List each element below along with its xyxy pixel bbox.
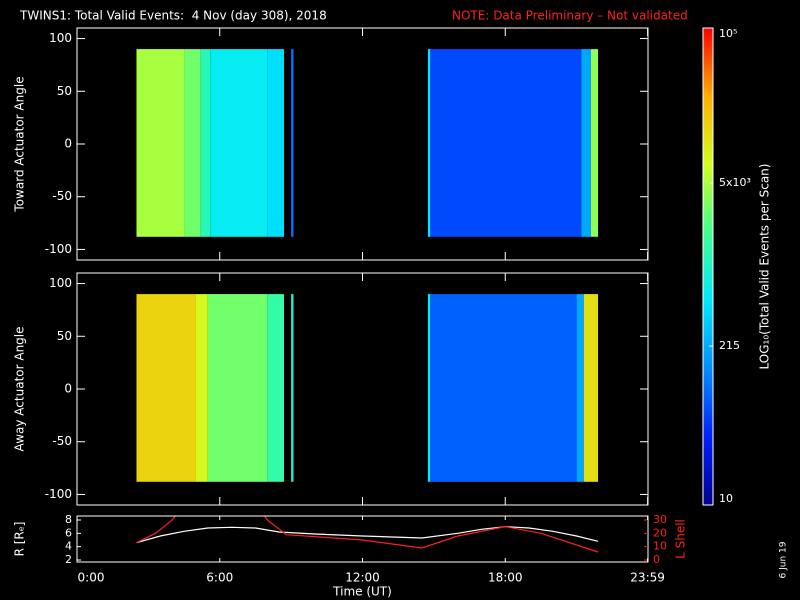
heatmap-cell	[291, 294, 294, 482]
y2-tick-label: 10	[653, 540, 667, 553]
colorbar-tick-label: 215	[719, 339, 740, 352]
date-stamp: 6 Jun 19	[779, 541, 789, 578]
colorbar	[702, 27, 714, 506]
colorbar-tick-label: 10	[719, 492, 733, 505]
y2-axis-label: L Shell	[674, 519, 688, 559]
heatmap-cell	[583, 294, 599, 482]
y2-tick-label: 0	[653, 553, 660, 566]
line	[136, 516, 599, 553]
y-tick-label: 2	[65, 553, 72, 566]
heatmap-cell	[207, 294, 268, 482]
x-axis-label: Time (UT)	[332, 585, 392, 599]
heatmap-cell	[195, 294, 208, 482]
y-tick-label: 6	[65, 526, 72, 539]
heatmap-cell	[136, 49, 185, 237]
heatmap-cell	[430, 294, 577, 482]
heatmap-cell	[267, 49, 284, 237]
heatmap-cell	[590, 49, 599, 237]
y-tick-label: 8	[65, 513, 72, 526]
y-tick-label: 100	[49, 31, 72, 45]
heatmap-cell	[581, 49, 591, 237]
chart-title: TWINS1: Total Valid Events: 4 Nov (day 3…	[19, 9, 327, 23]
y-tick-label: 0	[64, 137, 72, 151]
colorbar-label: LOG₁₀(Total Valid Events per Scan)	[758, 164, 772, 370]
y-tick-label: 4	[65, 540, 72, 553]
y-tick-label: -50	[52, 189, 72, 203]
heatmap-cell	[576, 294, 584, 482]
line	[136, 526, 599, 544]
heatmap-cell	[427, 49, 431, 237]
x-tick-label: 6:00	[206, 571, 233, 585]
x-tick-label: 23:59	[630, 571, 665, 585]
x-tick-label: 12:00	[345, 571, 380, 585]
colorbar-tick-label: 10⁵	[719, 27, 737, 40]
x-tick-label: 18:00	[488, 571, 523, 585]
y-axis-label: R [Rₑ]	[13, 522, 27, 557]
x-tick-label: 0:00	[78, 571, 105, 585]
heatmap-cell	[430, 49, 582, 237]
heatmap-cell	[200, 49, 211, 237]
note: NOTE: Data Preliminary – Not validated	[452, 9, 688, 23]
plot-area	[136, 516, 599, 553]
heatmap-cell	[267, 294, 284, 482]
y-tick-label: 50	[57, 329, 72, 343]
y-axis-label: Away Actuator Angle	[13, 326, 27, 451]
plot-area	[136, 294, 599, 482]
colorbar-tick-label: 5x10³	[719, 176, 751, 189]
y-tick-label: 50	[57, 84, 72, 98]
y2-tick-label: 20	[653, 526, 667, 539]
y-tick-label: -50	[52, 434, 72, 448]
heatmap-cell	[136, 294, 196, 482]
y-axis-label: Toward Actuator Angle	[13, 76, 27, 212]
y-tick-label: 100	[49, 276, 72, 290]
y-tick-label: 0	[64, 382, 72, 396]
plot-area	[136, 49, 599, 237]
heatmap-cell	[427, 294, 431, 482]
heatmap-cell	[291, 49, 294, 237]
y-tick-label: -100	[45, 242, 72, 256]
y2-tick-label: 30	[653, 513, 667, 526]
heatmap-cell	[184, 49, 201, 237]
heatmap-cell	[210, 49, 268, 237]
y-tick-label: -100	[45, 487, 72, 501]
